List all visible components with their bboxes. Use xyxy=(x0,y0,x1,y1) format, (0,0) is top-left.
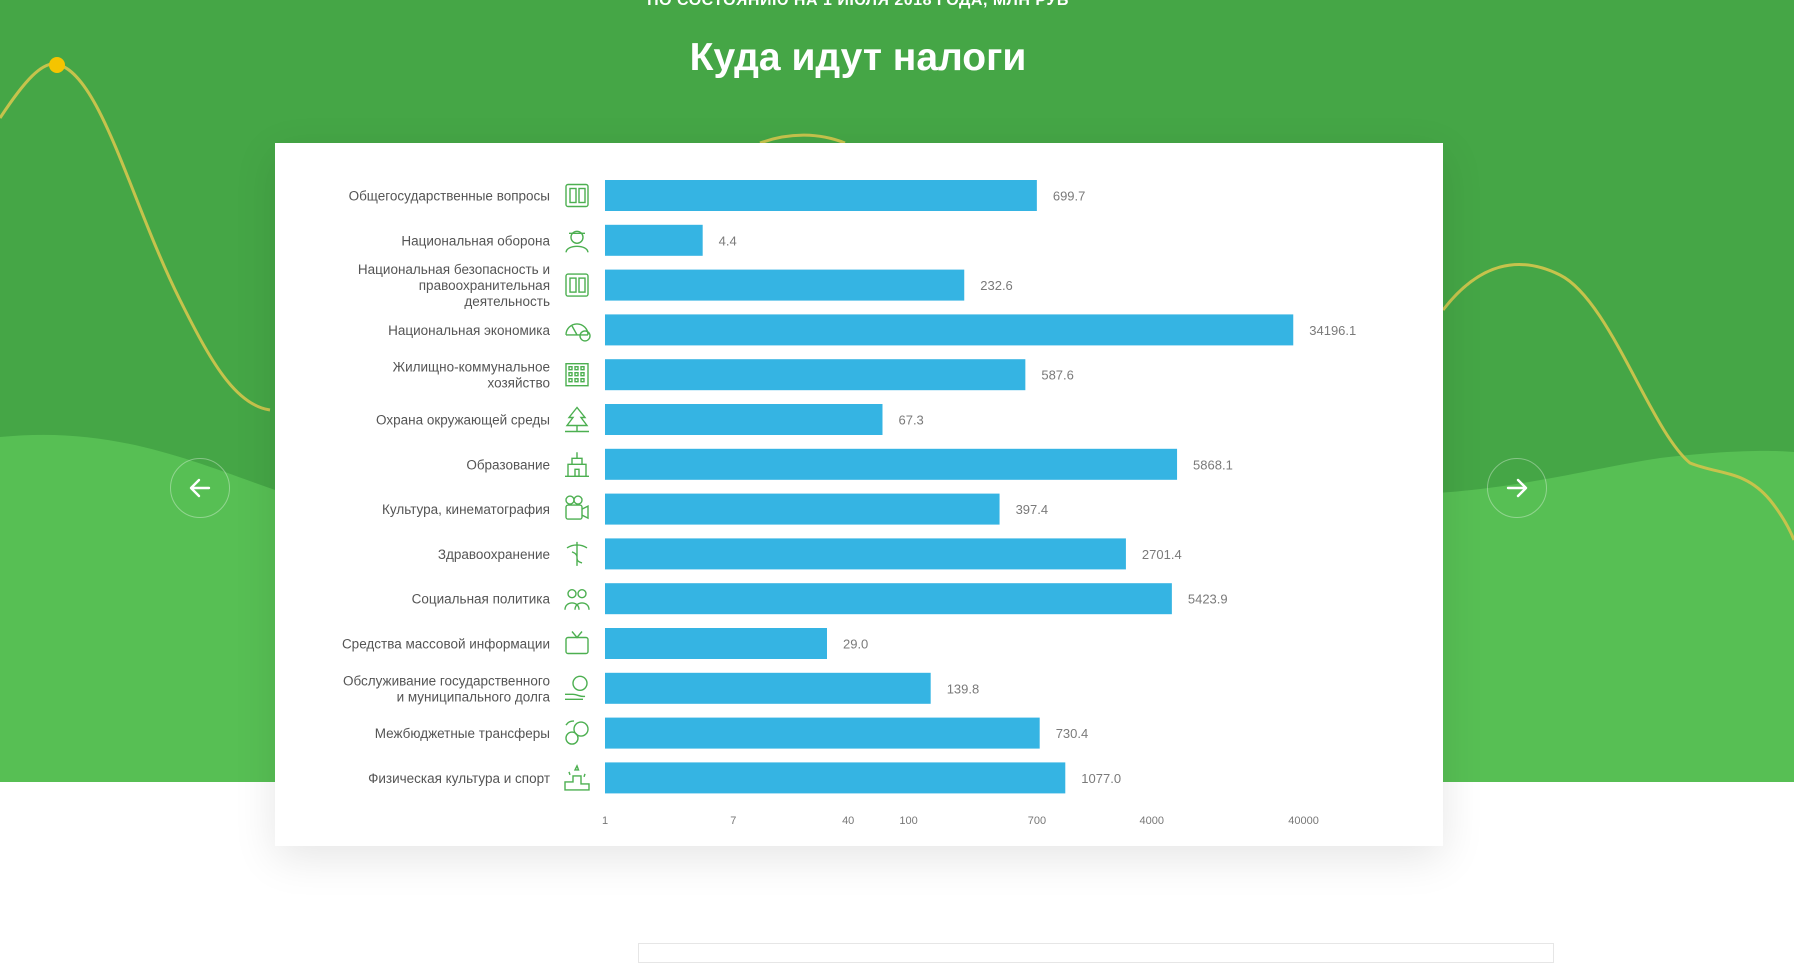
bar[interactable] xyxy=(605,404,883,435)
value-label: 139.8 xyxy=(947,681,980,696)
bar[interactable] xyxy=(605,583,1172,615)
building-icon xyxy=(565,273,589,297)
chart-row: Национальная оборона 4.4 xyxy=(401,224,737,256)
bar[interactable] xyxy=(605,762,1066,794)
bar[interactable] xyxy=(605,359,1026,391)
x-axis: 1 7 40 100 700 4000 40000 xyxy=(602,815,1319,827)
chart-row: Социальная политика 5423.9 xyxy=(412,583,1228,615)
header-wave-dot xyxy=(49,57,65,73)
category-label: хозяйство xyxy=(488,376,550,391)
x-tick-label: 700 xyxy=(1028,815,1046,827)
podium-icon xyxy=(564,764,590,791)
arrow-left-icon xyxy=(189,478,211,498)
chart-row: Межбюджетные трансферы 730.4 xyxy=(375,717,1089,749)
people-icon xyxy=(564,589,590,610)
category-label: Охрана окружающей среды xyxy=(376,413,550,428)
bar[interactable] xyxy=(605,672,931,704)
bar[interactable] xyxy=(605,448,1178,480)
category-label: деятельность xyxy=(464,294,550,309)
value-label: 29.0 xyxy=(843,637,868,652)
page-title: Куда идут налоги xyxy=(689,36,1027,79)
caduceus-icon xyxy=(566,541,588,566)
value-label: 397.4 xyxy=(1016,502,1049,517)
economy-icon xyxy=(565,323,591,342)
tree-icon xyxy=(565,406,589,433)
category-label: Средства массовой информации xyxy=(342,637,550,652)
bar[interactable] xyxy=(605,224,703,256)
category-label: Общегосударственные вопросы xyxy=(349,189,550,204)
value-label: 587.6 xyxy=(1041,368,1074,383)
category-label: Национальная экономика xyxy=(388,323,550,338)
bar[interactable] xyxy=(605,538,1126,570)
apartment-icon xyxy=(565,362,589,387)
category-label: Жилищно-коммунальное xyxy=(393,360,550,375)
chart-row: Культура, кинематография 397.4 xyxy=(382,493,1049,525)
coin-hand-icon xyxy=(565,675,588,700)
value-label: 699.7 xyxy=(1053,189,1086,204)
x-tick-label: 7 xyxy=(730,815,736,827)
arrow-right-icon xyxy=(1506,478,1528,498)
bar[interactable] xyxy=(605,717,1040,749)
category-label: Межбюджетные трансферы xyxy=(375,726,550,741)
bar[interactable] xyxy=(605,269,965,301)
chart-row: Охрана окружающей среды 67.3 xyxy=(376,404,924,435)
camera-icon xyxy=(565,495,589,520)
value-label: 67.3 xyxy=(898,413,923,428)
page-subtitle: ПО СОСТОЯНИЮ НА 1 ИЮЛЯ 2018 ГОДА, МЛН РУ… xyxy=(647,0,1069,9)
value-label: 5423.9 xyxy=(1188,592,1228,607)
header-wave-line xyxy=(0,62,271,412)
bar[interactable] xyxy=(605,628,827,659)
x-tick-label: 1 xyxy=(602,815,608,827)
category-label: Социальная политика xyxy=(412,592,551,607)
school-icon xyxy=(565,452,589,477)
chart-card: Общегосударственные вопросы 699.7 Национал… xyxy=(275,143,1443,846)
chart-row: Национальная безопасность иправоохраните… xyxy=(358,262,1013,309)
soldier-icon xyxy=(565,230,589,253)
value-label: 730.4 xyxy=(1056,726,1089,741)
value-label: 2701.4 xyxy=(1142,547,1182,562)
next-slide-button[interactable] xyxy=(1487,458,1547,518)
category-label: Образование xyxy=(466,457,550,472)
x-tick-label: 40000 xyxy=(1288,815,1319,827)
chart-row: Национальная экономика 34196.1 xyxy=(388,314,1356,346)
chart-row: Физическая культура и спорт 1077.0 xyxy=(368,762,1121,794)
chart-row: Средства массовой информации 29.0 xyxy=(342,628,868,659)
bottom-panel xyxy=(638,943,1554,963)
category-label: Национальная безопасность и xyxy=(358,262,550,277)
category-label: Обслуживание государственного xyxy=(343,673,550,688)
category-label: Здравоохранение xyxy=(438,547,550,562)
prev-slide-button[interactable] xyxy=(170,458,230,518)
header-wave-line-top xyxy=(759,133,846,145)
tax-spending-bar-chart: Общегосударственные вопросы 699.7 Национал… xyxy=(342,180,1356,827)
value-label: 1077.0 xyxy=(1081,771,1121,786)
bar[interactable] xyxy=(605,493,1000,525)
value-label: 34196.1 xyxy=(1309,323,1356,338)
tv-icon xyxy=(565,631,589,655)
chart-row: Здравоохранение 2701.4 xyxy=(438,538,1182,570)
bar[interactable] xyxy=(605,314,1294,346)
x-tick-label: 4000 xyxy=(1140,815,1164,827)
building-icon xyxy=(565,183,589,208)
category-label: Физическая культура и спорт xyxy=(368,771,550,786)
value-label: 5868.1 xyxy=(1193,457,1233,472)
x-tick-label: 40 xyxy=(842,815,854,827)
value-label: 232.6 xyxy=(980,278,1013,293)
category-label: Национальная оборона xyxy=(401,233,550,248)
value-label: 4.4 xyxy=(719,233,737,248)
chart-row: Образование 5868.1 xyxy=(466,448,1233,480)
header-wave-line-right xyxy=(1441,263,1794,541)
x-tick-label: 100 xyxy=(899,815,917,827)
category-label: правоохранительная xyxy=(419,278,550,293)
bar[interactable] xyxy=(605,180,1037,211)
transfer-icon xyxy=(565,720,589,745)
category-label: и муниципального долга xyxy=(397,689,551,704)
chart-row: Общегосударственные вопросы 699.7 xyxy=(349,180,1086,211)
category-label: Культура, кинематография xyxy=(382,502,550,517)
